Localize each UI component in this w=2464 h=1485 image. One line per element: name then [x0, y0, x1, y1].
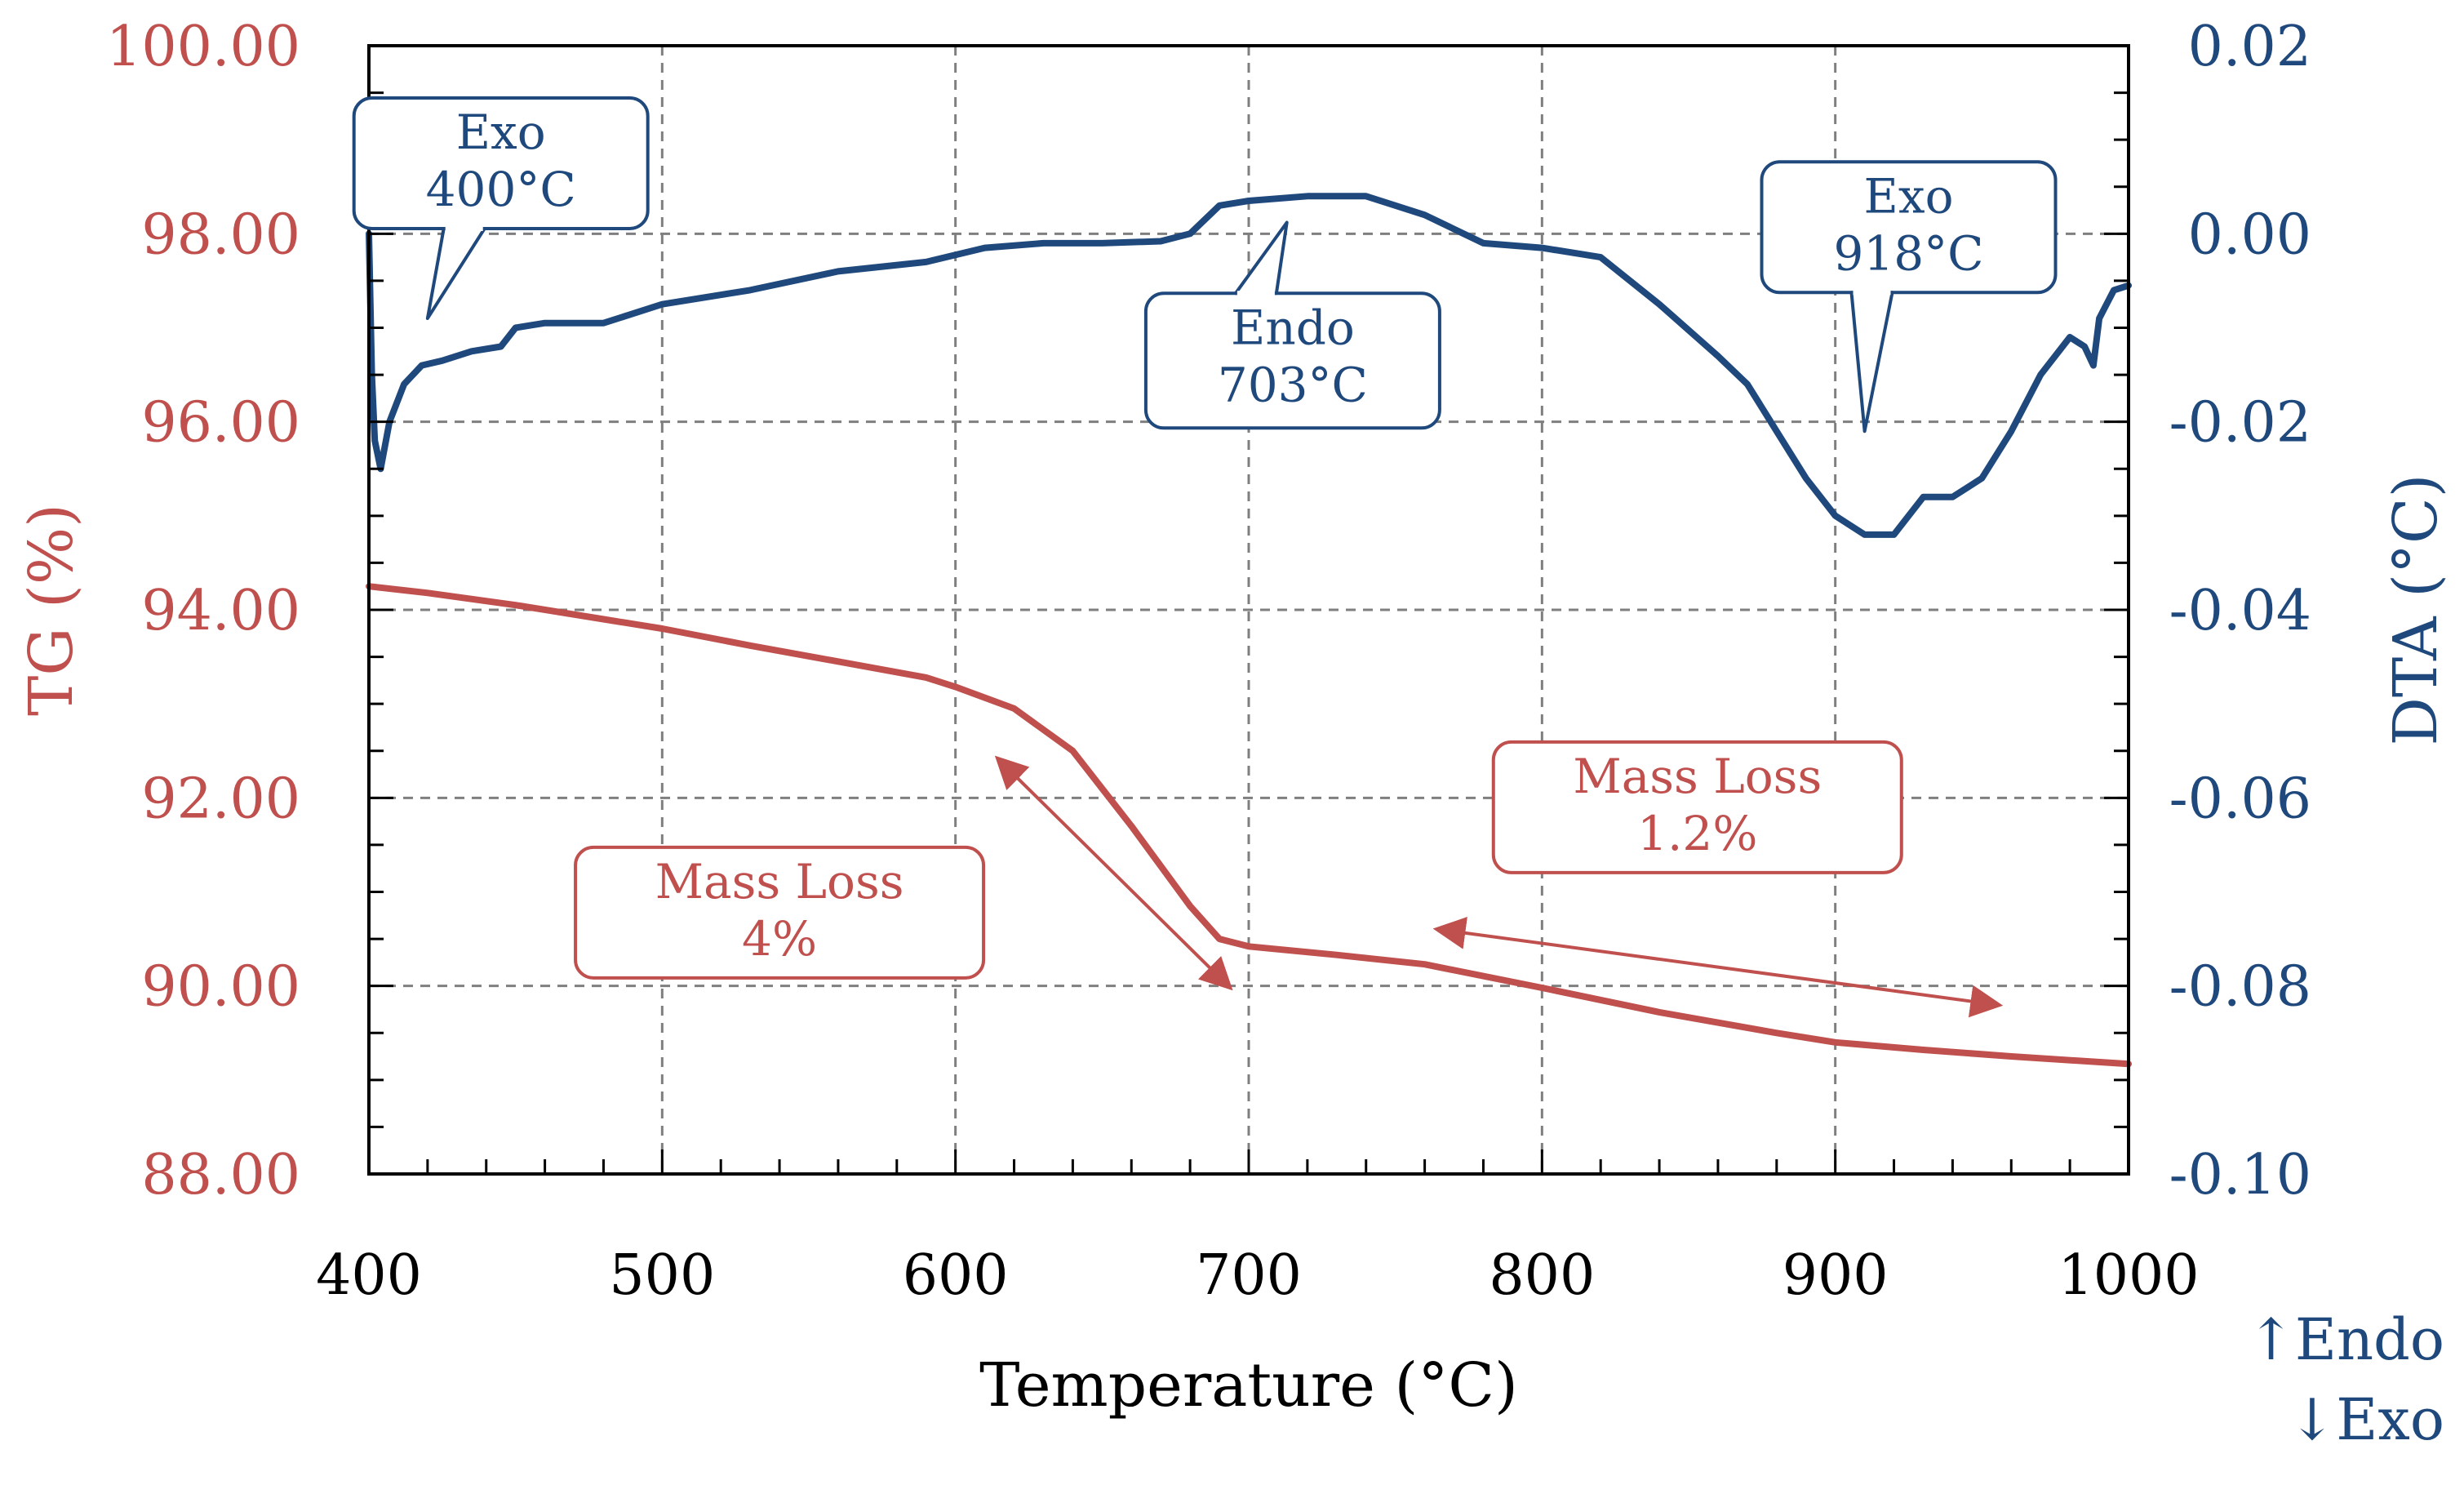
- callout-text: Endo: [1231, 300, 1355, 355]
- callout-pointer: [425, 226, 486, 320]
- y-left-tick-label: 88.00: [141, 1143, 300, 1207]
- x-tick-label: 500: [609, 1243, 715, 1308]
- series-line-dta: [366, 193, 2132, 538]
- endo-exo-note: ↑Endo: [2247, 1306, 2444, 1373]
- x-tick-label: 600: [903, 1243, 1009, 1308]
- y-left-tick-label: 92.00: [141, 767, 300, 831]
- y-right-tick-label: -0.04: [2169, 579, 2311, 643]
- mass-loss-arrow: [1432, 917, 2004, 1018]
- x-tick-label: 700: [1196, 1243, 1302, 1308]
- y-left-tick-label: 98.00: [141, 202, 300, 267]
- y-right-tick-label: -0.02: [2169, 391, 2311, 456]
- y-left-tick-label: 100.00: [106, 15, 300, 79]
- callout-text: 918°C: [1833, 225, 1983, 281]
- mass-loss-arrow: [994, 755, 1233, 991]
- callout-box: [1143, 291, 1441, 430]
- callout-box: [1760, 160, 2058, 295]
- y-right-tick-label: -0.08: [2169, 955, 2311, 1020]
- callout-text: Exo: [1864, 168, 1954, 224]
- axes: [367, 44, 2130, 1176]
- callout-text: 4%: [742, 911, 817, 967]
- callout-pointer: [1849, 291, 1894, 433]
- callout-text: Exo: [456, 104, 546, 160]
- y-right-tick-label: -0.10: [2169, 1143, 2311, 1207]
- y-right-tick-label: 0.02: [2188, 15, 2311, 79]
- x-tick-label: 1000: [2058, 1243, 2199, 1308]
- callout-box: [352, 96, 650, 230]
- x-tick-label: 800: [1489, 1243, 1595, 1308]
- y-right-tick-label: -0.06: [2169, 767, 2311, 831]
- y-right-axis-title: DTA (°C): [2381, 474, 2451, 746]
- callout-text: Mass Loss: [655, 854, 904, 909]
- x-tick-label: 400: [316, 1243, 422, 1308]
- y-left-tick-label: 96.00: [141, 391, 300, 456]
- y-left-axis-title: TG (%): [16, 504, 87, 716]
- callout-box: [574, 845, 986, 980]
- callout-text: 1.2%: [1637, 806, 1757, 861]
- y-left-tick-label: 94.00: [141, 579, 300, 643]
- endo-exo-note: ↓Exo: [2289, 1386, 2444, 1453]
- labels: 400 500 600 700 800 900 1000 100.00 98.00 96.00 94…: [16, 15, 2451, 1453]
- callout-text: 400°C: [426, 162, 576, 217]
- y-left-tick-label: 90.00: [141, 955, 300, 1020]
- callout-box: [1491, 740, 1903, 874]
- x-tick-label: 900: [1783, 1243, 1889, 1308]
- x-axis-title: Temperature (°C): [979, 1350, 1518, 1421]
- callout-text: Mass Loss: [1573, 749, 1822, 804]
- callout-text: 703°C: [1218, 357, 1368, 412]
- y-right-tick-label: 0.00: [2188, 202, 2311, 267]
